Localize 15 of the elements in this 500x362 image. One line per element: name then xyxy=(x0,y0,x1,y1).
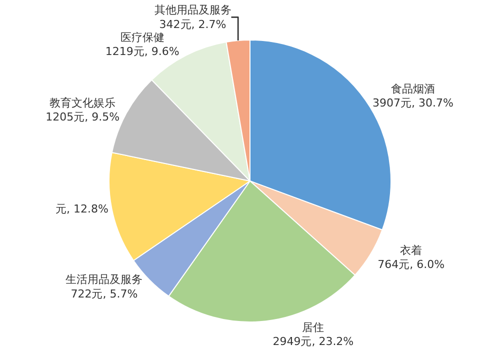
slice-label: 其他用品及服务 xyxy=(154,4,232,17)
data-label: 3907元, 30.7% xyxy=(372,96,454,110)
data-label: 1205元, 9.5% xyxy=(46,110,120,124)
data-label: 722元, 5.7% xyxy=(70,287,138,300)
slice-label: 生活用品及服务 xyxy=(66,272,143,286)
data-label: 342元, 2.7% xyxy=(159,18,226,31)
slice-label: 医疗保健 xyxy=(120,30,164,44)
slice-label: 居住 xyxy=(302,320,324,334)
data-label: 2949元, 23.2% xyxy=(272,335,354,348)
data-label: 元, 12.8% xyxy=(56,202,108,216)
slice-label: 食品烟酒 xyxy=(391,82,436,96)
slice-label: 教育文化娱乐 xyxy=(50,96,116,110)
slice-label: 衣着 xyxy=(400,244,422,257)
data-label: 764元, 6.0% xyxy=(378,258,445,272)
data-label: 1219元, 9.6% xyxy=(105,45,180,58)
